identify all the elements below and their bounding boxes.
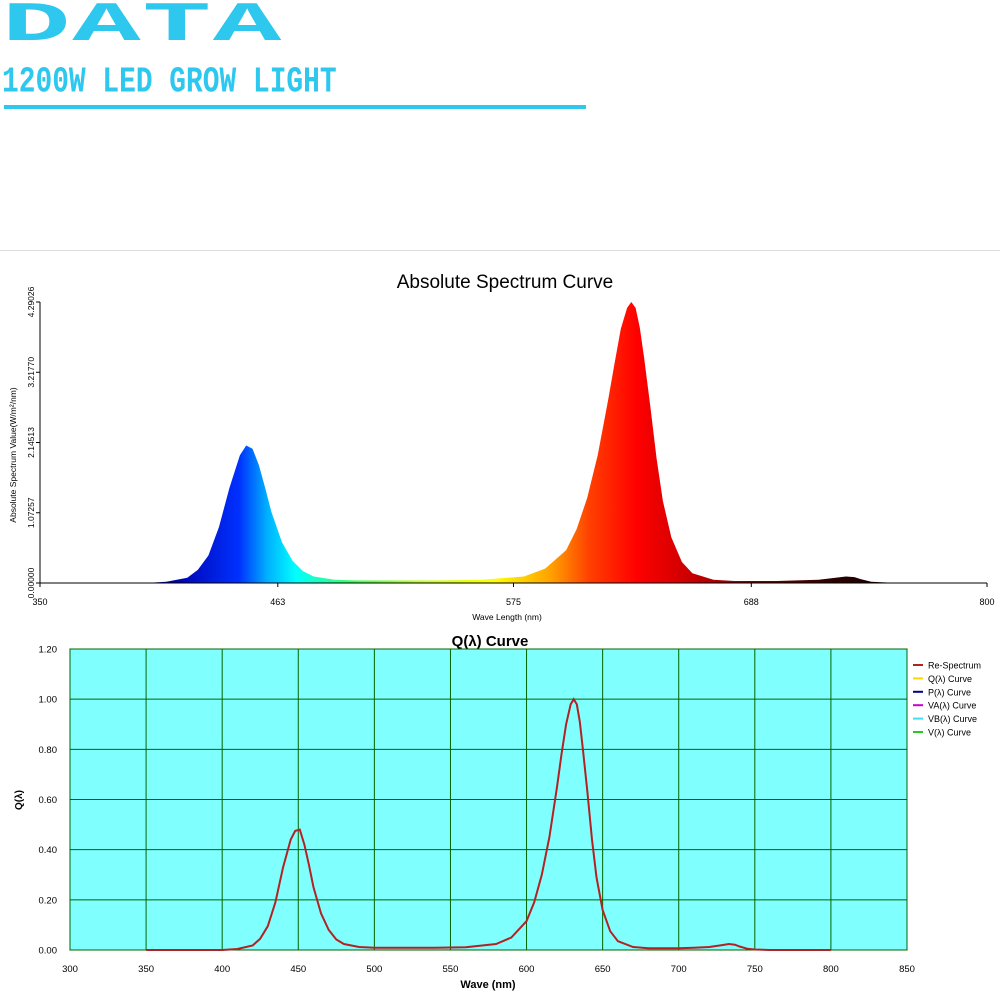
x-tick-label: 550 <box>443 964 459 975</box>
legend-label: Q(λ) Curve <box>928 674 972 684</box>
y-tick-label: 4.29026 <box>26 286 36 317</box>
re-spectrum-line <box>146 697 831 951</box>
legend: Re-Spectrum Q(λ) Curve P(λ) Curve VA(λ) Cur… <box>913 661 981 738</box>
legend-label: VA(λ) Curve <box>928 701 976 711</box>
page-title: DATA <box>2 0 284 58</box>
y-tick-label: 0.40 <box>39 845 58 856</box>
x-tick-label: 450 <box>290 964 306 975</box>
legend-label: Re-Spectrum <box>928 661 981 671</box>
legend-label: V(λ) Curve <box>928 728 971 738</box>
y-tick-label: 1.07257 <box>26 497 36 528</box>
y-tick-label: 2.14513 <box>26 427 36 458</box>
x-tick-label: 500 <box>366 964 382 975</box>
absolute-spectrum-chart: Absolute Spectrum Curve Absolute Spectru… <box>8 272 995 622</box>
x-tick-label: 700 <box>671 964 687 975</box>
y-axis-label: Q(λ) <box>14 790 25 810</box>
legend-label: P(λ) Curve <box>928 687 971 697</box>
y-tick-label: 1.20 <box>39 645 58 656</box>
y-tick-label: 0.80 <box>39 745 58 756</box>
x-axis-label: Wave Length (nm) <box>472 612 542 622</box>
section-divider <box>0 250 1000 251</box>
x-tick-label: 350 <box>138 964 154 975</box>
y-tick-label: 1.00 <box>39 695 58 706</box>
x-tick-label: 688 <box>744 597 759 607</box>
y-tick-label: 0.00 <box>39 946 58 957</box>
y-tick-label: 0.00000 <box>26 567 36 598</box>
x-tick-label: 650 <box>595 964 611 975</box>
x-tick-label: 350 <box>32 597 47 607</box>
x-tick-label: 850 <box>899 964 915 975</box>
x-tick-label: 300 <box>62 964 78 975</box>
x-tick-label: 800 <box>979 597 994 607</box>
x-axis-label: Wave (nm) <box>460 979 516 991</box>
x-tick-label: 750 <box>747 964 763 975</box>
chart-title: Q(λ) Curve <box>452 633 529 650</box>
page-subtitle: 1200W LED GROW LIGHT <box>2 63 337 103</box>
q-lambda-chart: Q(λ) Curve 0.000.200.400.600.801.001.20 … <box>14 633 981 991</box>
y-axis-label: Absolute Spectrum Value(W/m²/nm) <box>8 387 18 523</box>
y-tick-label: 0.20 <box>39 895 58 906</box>
y-tick-label: 0.60 <box>39 795 58 806</box>
y-tick-label: 3.21770 <box>26 357 36 388</box>
x-tick-label: 575 <box>506 597 521 607</box>
chart-title: Absolute Spectrum Curve <box>397 272 614 293</box>
x-tick-label: 600 <box>519 964 535 975</box>
x-tick-label: 800 <box>823 964 839 975</box>
x-tick-label: 400 <box>214 964 230 975</box>
header-underline <box>4 105 586 109</box>
x-tick-label: 463 <box>270 597 285 607</box>
legend-label: VB(λ) Curve <box>928 714 977 724</box>
spectrum-area <box>40 302 987 583</box>
